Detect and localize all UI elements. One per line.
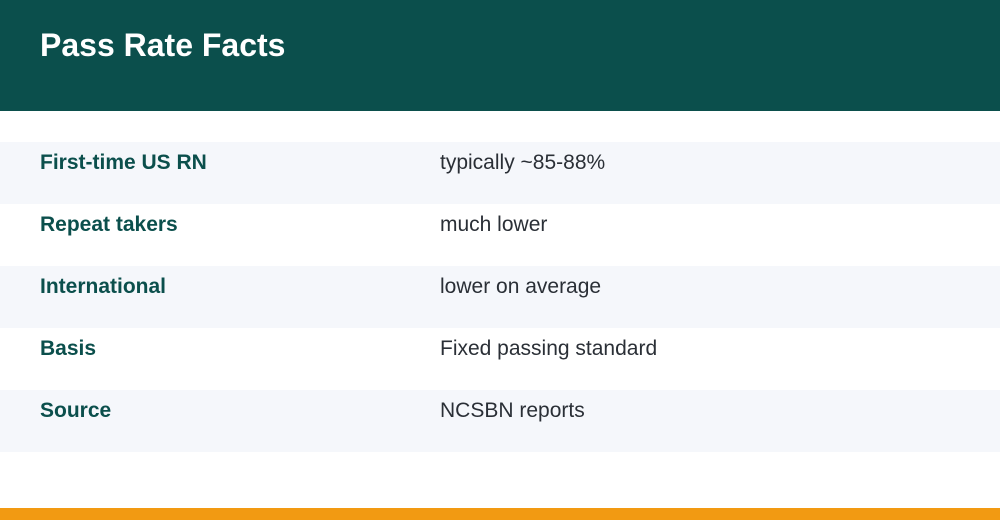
facts-table: First-time US RN typically ~85-88% Repea… [0, 142, 1000, 452]
header-banner: Pass Rate Facts [0, 0, 1000, 111]
table-row: Repeat takers much lower [0, 204, 1000, 266]
page-title: Pass Rate Facts [40, 27, 286, 63]
fact-label: Repeat takers [40, 213, 178, 236]
fact-value: NCSBN reports [440, 399, 585, 422]
fact-label: Basis [40, 337, 97, 360]
table-row: Source NCSBN reports [0, 390, 1000, 452]
fact-value: much lower [440, 213, 548, 236]
fact-label: First-time US RN [40, 151, 207, 174]
fact-label: Source [40, 399, 112, 422]
accent-bar [0, 508, 1000, 520]
fact-value: typically ~85-88% [440, 151, 606, 174]
fact-value: Fixed passing standard [440, 337, 658, 360]
fact-label: International [40, 275, 167, 298]
table-row: First-time US RN typically ~85-88% [0, 142, 1000, 204]
table-row: International lower on average [0, 266, 1000, 328]
fact-value: lower on average [440, 275, 602, 298]
table-row: Basis Fixed passing standard [0, 328, 1000, 390]
